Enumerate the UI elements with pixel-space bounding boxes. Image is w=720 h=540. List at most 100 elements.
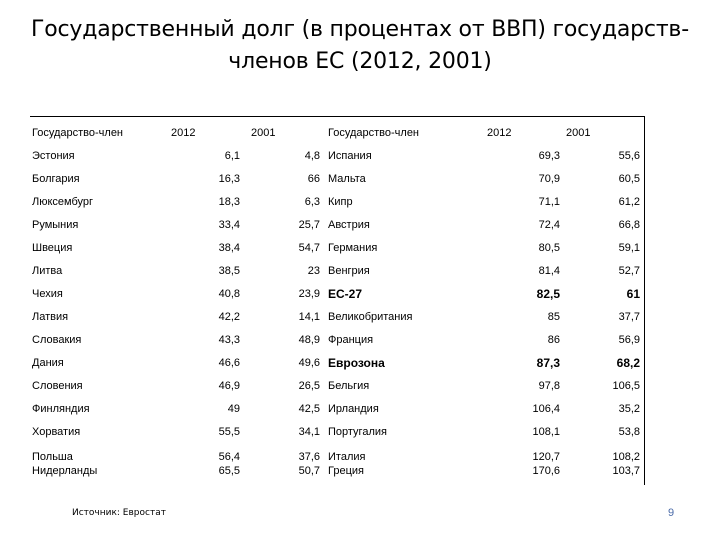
right-row-2001: 56,9: [618, 334, 640, 346]
right-row-country: Кипр: [328, 196, 353, 208]
title-line-2: членов ЕС (2012, 2001): [228, 49, 492, 74]
right-row-2012: 85: [547, 311, 560, 323]
right-row-2012: 82,5: [536, 287, 560, 301]
right-row-country: Португалия: [328, 426, 387, 438]
left-row-2012: 56,4: [218, 451, 240, 463]
left-row-2001: 49,6: [298, 357, 320, 369]
right-row-country: Испания: [328, 150, 372, 162]
right-row-2001: 61: [626, 287, 640, 301]
left-row-2012: 43,3: [218, 334, 240, 346]
right-row-2001: 106,5: [612, 380, 640, 392]
left-row-country: Нидерланды: [32, 465, 98, 477]
title-line-1: Государственный долг (в процентах от ВВП…: [31, 17, 689, 42]
left-row-2012: 46,6: [218, 357, 240, 369]
header-2012-right: 2012: [487, 127, 512, 139]
left-row-country: Люксембург: [32, 196, 94, 208]
left-row-country: Дания: [32, 357, 64, 369]
source-note: Источник: Евростат: [72, 508, 166, 518]
right-row-country: Италия: [328, 451, 366, 463]
left-row-2012: 6,1: [224, 150, 240, 162]
left-row-2012: 55,5: [218, 426, 240, 438]
header-2012-left: 2012: [171, 127, 196, 139]
right-row-country: Мальта: [328, 173, 366, 185]
left-row-2001: 66: [307, 173, 320, 185]
right-row-2001: 53,8: [618, 426, 640, 438]
right-row-country: Германия: [328, 242, 378, 254]
left-row-2001: 26,5: [298, 380, 320, 392]
page-number: 9: [668, 507, 675, 519]
right-row-2001: 59,1: [618, 242, 640, 254]
left-row-2012: 65,5: [218, 465, 240, 477]
left-row-country: Эстония: [32, 150, 75, 162]
left-row-2012: 16,3: [218, 173, 240, 185]
left-row-country: Финляндия: [32, 403, 90, 415]
right-row-2001: 55,6: [618, 150, 640, 162]
right-row-2001: 103,7: [612, 465, 640, 477]
left-row-2001: 37,6: [298, 451, 320, 463]
left-row-2001: 34,1: [298, 426, 320, 438]
header-2001-left: 2001: [251, 127, 276, 139]
left-row-country: Чехия: [32, 288, 63, 300]
right-row-2001: 108,2: [612, 451, 640, 463]
right-row-2012: 70,9: [538, 173, 560, 185]
left-row-2001: 23: [307, 265, 320, 277]
left-row-2001: 54,7: [298, 242, 320, 254]
right-row-2001: 35,2: [618, 403, 640, 415]
right-row-country: Бельгия: [328, 380, 370, 392]
right-row-2012: 86: [547, 334, 560, 346]
left-row-country: Румыния: [32, 219, 79, 231]
right-row-2012: 170,6: [532, 465, 560, 477]
left-row-2001: 42,5: [298, 403, 320, 415]
right-row-country: Франция: [328, 334, 374, 346]
slide-title: Государственный долг (в процентах от ВВП…: [0, 14, 720, 78]
right-row-2001: 66,8: [618, 219, 640, 231]
right-row-2012: 80,5: [538, 242, 560, 254]
right-row-2012: 108,1: [532, 426, 560, 438]
left-row-2001: 4,8: [304, 150, 320, 162]
left-row-2012: 38,5: [218, 265, 240, 277]
left-row-country: Литва: [32, 265, 63, 277]
right-row-country: Еврозона: [328, 356, 385, 370]
right-row-2012: 69,3: [538, 150, 560, 162]
left-row-country: Латвия: [32, 311, 69, 323]
right-row-country: Венгрия: [328, 265, 370, 277]
left-row-2012: 33,4: [218, 219, 240, 231]
left-row-2012: 46,9: [218, 380, 240, 392]
left-row-country: Болгария: [32, 173, 80, 185]
right-row-2001: 68,2: [616, 356, 640, 370]
left-row-country: Хорватия: [32, 426, 81, 438]
right-row-2001: 60,5: [618, 173, 640, 185]
right-row-2001: 61,2: [618, 196, 640, 208]
left-row-2001: 23,9: [298, 288, 320, 300]
left-row-2001: 48,9: [298, 334, 320, 346]
right-row-2012: 120,7: [532, 451, 560, 463]
left-row-2001: 14,1: [298, 311, 320, 323]
left-row-country: Словакия: [32, 334, 82, 346]
right-row-country: Греция: [328, 465, 364, 477]
debt-table-frame: [30, 116, 645, 485]
left-row-2012: 40,8: [218, 288, 240, 300]
left-row-country: Польша: [32, 451, 73, 463]
right-row-2012: 72,4: [538, 219, 560, 231]
left-row-2012: 49: [227, 403, 240, 415]
header-member-left: Государство-член: [32, 127, 124, 139]
right-row-2001: 52,7: [618, 265, 640, 277]
left-row-2001: 50,7: [298, 465, 320, 477]
right-row-2012: 97,8: [538, 380, 560, 392]
right-row-2001: 37,7: [618, 311, 640, 323]
left-row-2001: 25,7: [298, 219, 320, 231]
right-row-country: Ирландия: [328, 403, 379, 415]
left-row-2012: 42,2: [218, 311, 240, 323]
right-row-country: ЕС-27: [328, 287, 363, 301]
left-row-2001: 6,3: [304, 196, 320, 208]
header-member-right: Государство-член: [328, 127, 420, 139]
left-row-country: Швеция: [32, 242, 73, 254]
right-row-2012: 106,4: [532, 403, 560, 415]
right-row-2012: 87,3: [536, 356, 560, 370]
left-row-2012: 38,4: [218, 242, 240, 254]
right-row-2012: 71,1: [538, 196, 560, 208]
header-2001-right: 2001: [566, 127, 591, 139]
left-row-2012: 18,3: [218, 196, 240, 208]
left-row-country: Словения: [32, 380, 83, 392]
right-row-country: Австрия: [328, 219, 370, 231]
